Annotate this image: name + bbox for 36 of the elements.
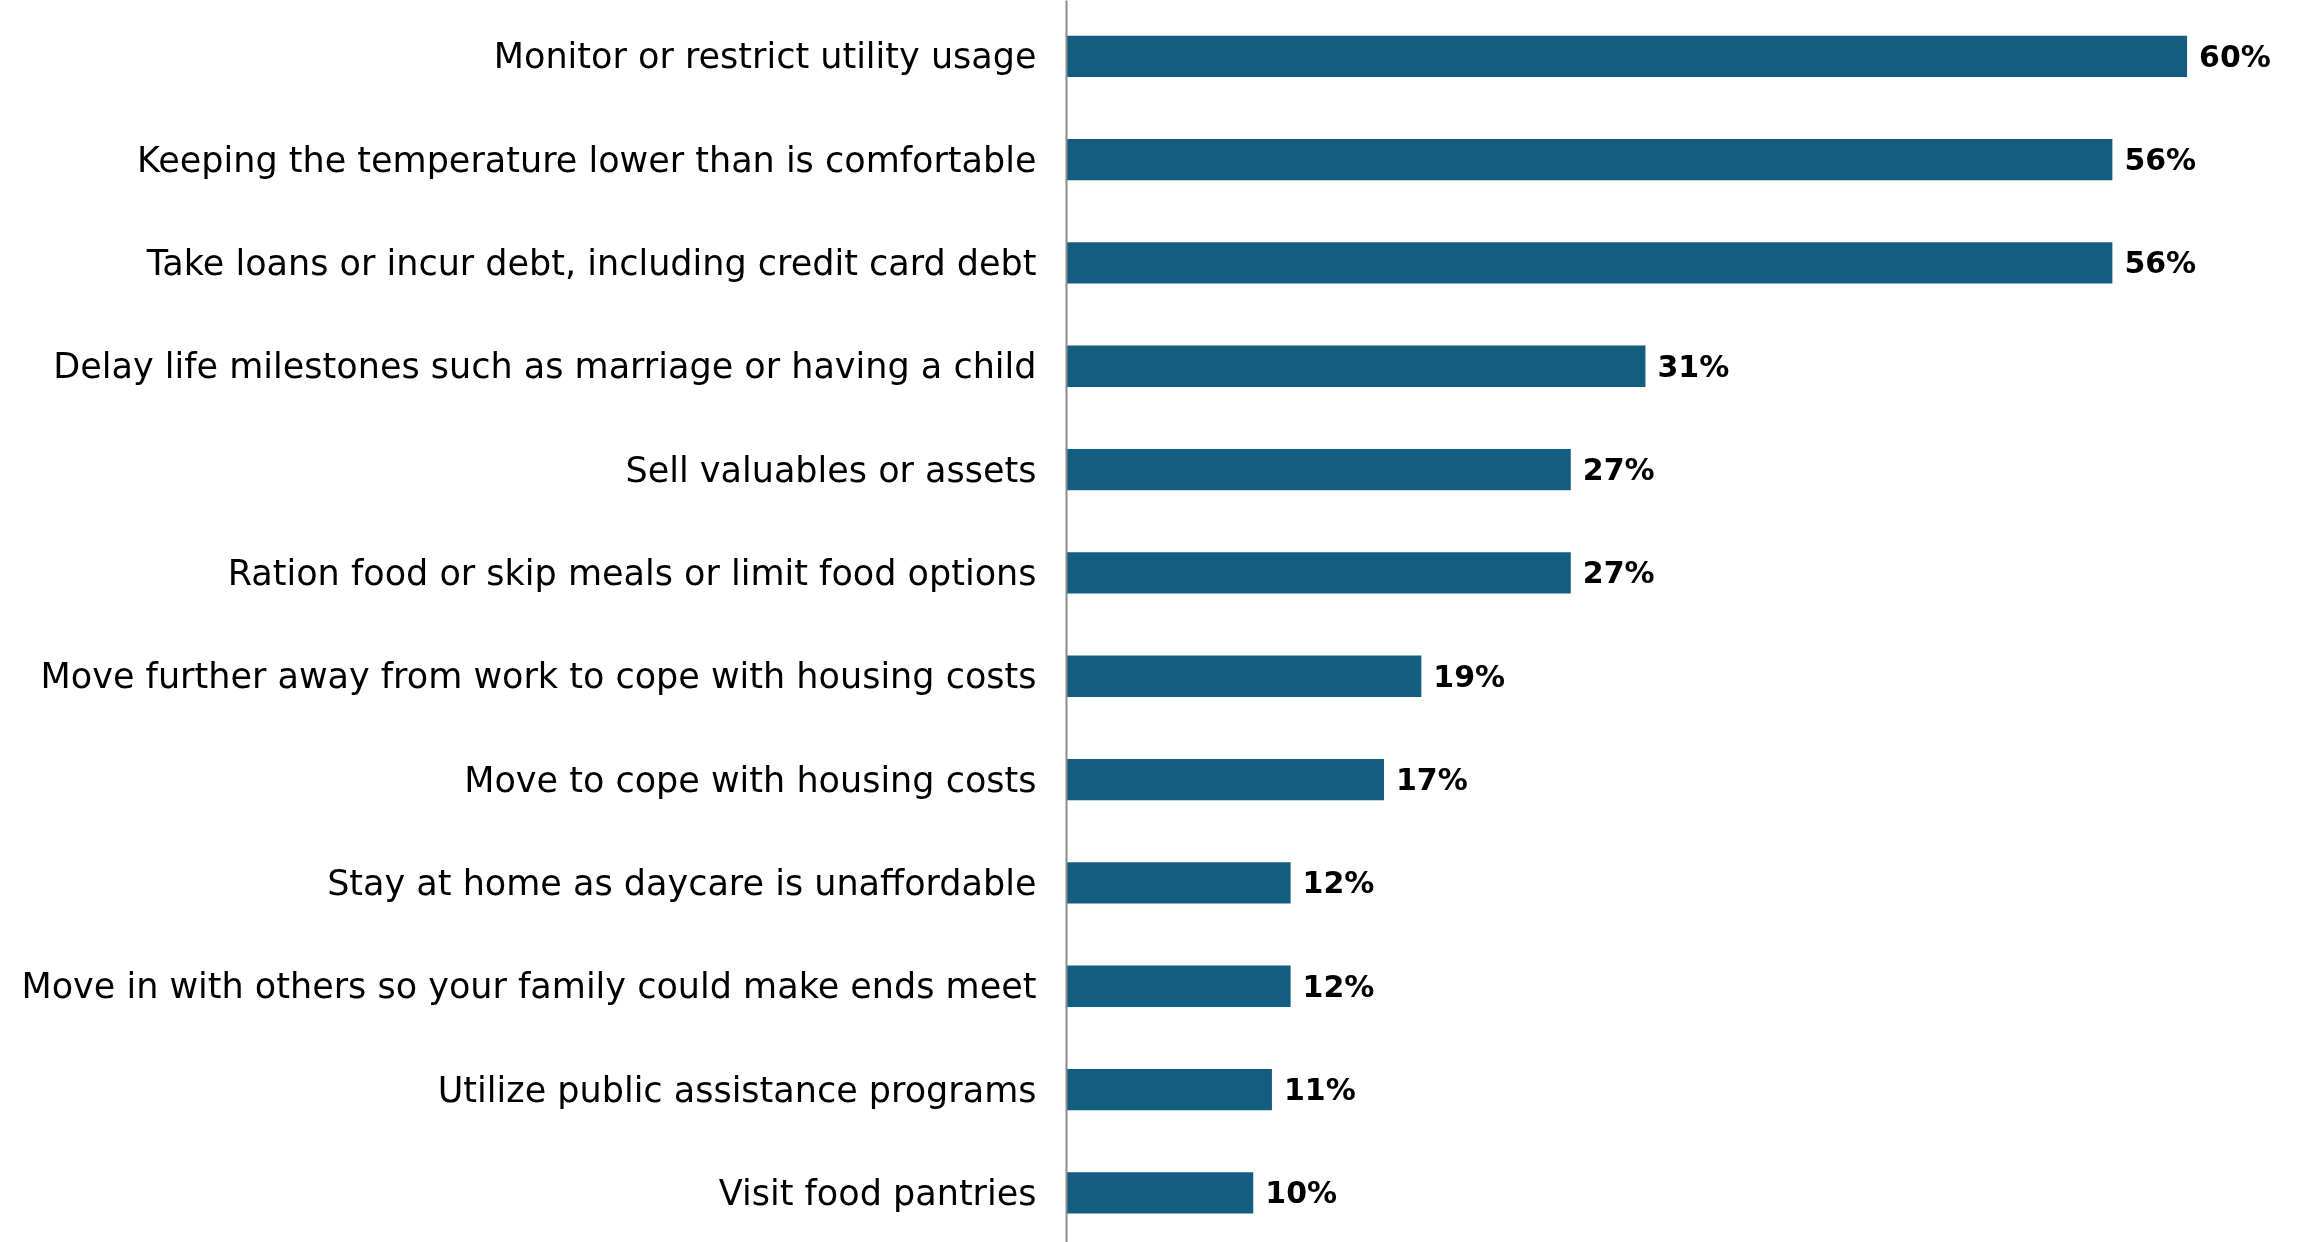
y-tick-label: Delay life milestones such as marriage or having a child [53, 346, 1037, 387]
data-label: 10% [1265, 1175, 1338, 1211]
y-tick-label: Take loans or incur debt, including credit card debt [145, 242, 1037, 283]
bar [1066, 965, 1291, 1007]
y-tick-label: Move in with others so your family could make ends meet [21, 966, 1037, 1007]
y-tick-label: Utilize public assistance programs [437, 1069, 1037, 1110]
y-tick-label: Ration food or skip meals or limit food options [227, 552, 1037, 593]
data-label: 27% [1582, 452, 1655, 488]
y-tick-label: Stay at home as daycare is unaffordable [327, 862, 1037, 903]
data-label: 19% [1433, 658, 1506, 694]
data-label: 17% [1396, 762, 1468, 798]
bar [1066, 242, 2113, 284]
y-tick-label: Visit food pantries [718, 1172, 1037, 1213]
bar [1066, 758, 1384, 801]
y-tick-label: Move to cope with housing costs [464, 759, 1037, 800]
y-tick-label: Monitor or restrict utility usage [493, 36, 1037, 77]
y-tick-label: Keeping the temperature lower than is comfortable [136, 139, 1037, 180]
data-label: 11% [1283, 1072, 1356, 1108]
data-label: 27% [1582, 555, 1655, 591]
bar [1066, 35, 2188, 77]
data-label: 12% [1302, 968, 1375, 1004]
bar [1066, 1068, 1272, 1111]
bar [1066, 862, 1291, 904]
bar [1066, 1172, 1254, 1214]
data-label: 60% [2199, 38, 2271, 74]
bar [1066, 552, 1571, 594]
data-label: 31% [1657, 348, 1730, 384]
bar [1066, 655, 1422, 697]
data-label: 56% [2124, 245, 2197, 281]
y-tick-label: Move further away from work to cope with housing costs [40, 656, 1037, 697]
data-label: 56% [2124, 142, 2197, 178]
y-tick-label: Sell valuables or assets [625, 449, 1037, 490]
bar [1066, 138, 2113, 181]
bar [1066, 345, 1646, 387]
bar [1066, 448, 1571, 491]
data-label: 12% [1302, 865, 1375, 901]
